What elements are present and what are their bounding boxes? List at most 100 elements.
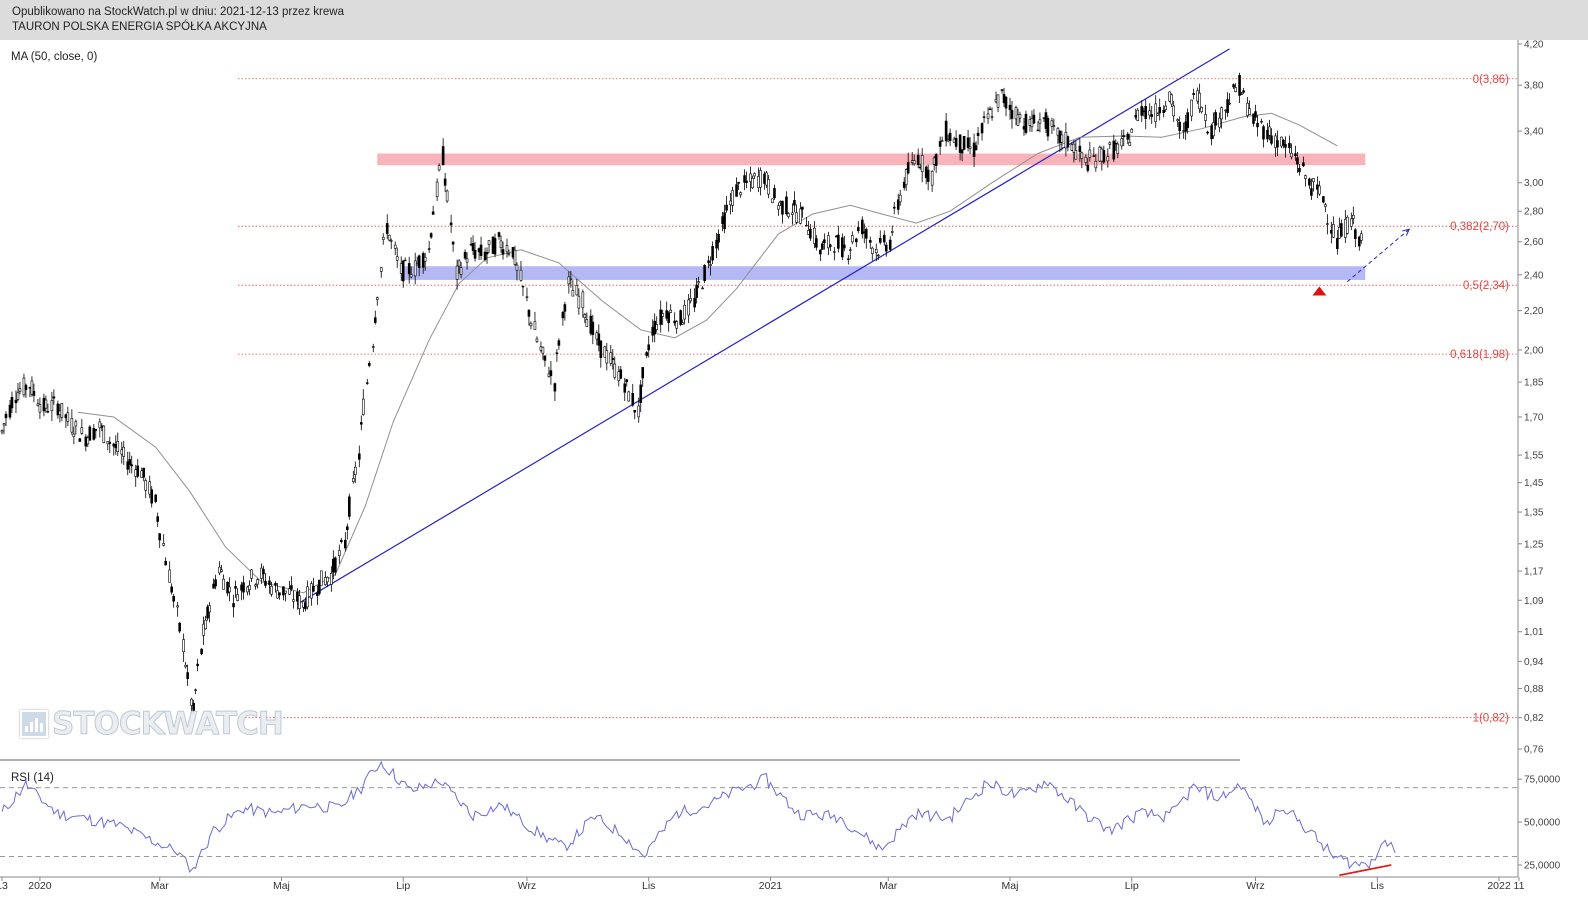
- candle-body: [290, 585, 293, 590]
- candle-body: [487, 240, 491, 245]
- y-tick-label: 1,01: [1524, 627, 1544, 638]
- candle-body: [785, 196, 788, 214]
- candle-body: [1072, 143, 1076, 153]
- candle-body: [1254, 111, 1257, 118]
- candle-body: [250, 569, 253, 579]
- candle-body: [1164, 105, 1167, 110]
- candle-body: [158, 533, 161, 541]
- y-tick-label: 1,25: [1524, 539, 1544, 550]
- rsi-tick-label: 50,0000: [1524, 818, 1561, 829]
- rsi-indicator-label: RSI (14): [11, 772, 54, 784]
- candle-body: [200, 648, 203, 655]
- candle-body: [906, 162, 910, 174]
- candle-body: [206, 606, 209, 619]
- candle-body: [627, 391, 631, 402]
- candle-body: [513, 249, 517, 265]
- candle-body: [1038, 119, 1042, 124]
- candle-body: [1212, 122, 1215, 137]
- candle-body: [1150, 114, 1154, 117]
- candle-body: [515, 264, 519, 271]
- trendline: [297, 48, 1230, 605]
- candle-body: [326, 576, 329, 583]
- candle-body: [577, 295, 581, 309]
- candle-body: [938, 141, 942, 147]
- candle-body: [320, 570, 323, 586]
- y-tick-label: 2,80: [1524, 207, 1544, 218]
- candle-body: [92, 427, 96, 440]
- candle-body: [507, 253, 511, 255]
- candle-body: [154, 494, 157, 502]
- x-tick-label: Mar: [879, 880, 898, 892]
- candle-body: [437, 165, 441, 171]
- chart-logo-icon: [20, 710, 48, 738]
- candle-body: [525, 296, 529, 298]
- candle-body: [44, 399, 48, 409]
- candle-body: [70, 418, 74, 433]
- candle-body: [1014, 106, 1018, 120]
- candle-body: [1270, 135, 1273, 144]
- candle-body: [455, 265, 459, 280]
- candle-body: [1086, 164, 1090, 171]
- candle-body: [56, 403, 60, 416]
- candle-body: [242, 582, 245, 593]
- candle-body: [1242, 90, 1245, 93]
- candle-body: [501, 249, 505, 255]
- candle-body: [1262, 126, 1265, 140]
- candle-body: [809, 228, 812, 239]
- y-tick-label: 3,00: [1524, 178, 1544, 189]
- y-tick-label: 1,85: [1524, 378, 1544, 389]
- candle-body: [723, 212, 726, 230]
- candle-body: [1084, 156, 1088, 163]
- candle-body: [505, 245, 509, 253]
- candle-body: [236, 594, 239, 601]
- candle-body: [1024, 113, 1028, 133]
- candle-body: [1080, 152, 1084, 159]
- candle-body: [1032, 114, 1036, 124]
- candle-body: [703, 264, 706, 282]
- candle-body: [731, 190, 734, 206]
- candle-body: [232, 603, 235, 608]
- candle-body: [631, 393, 635, 406]
- candle-body: [256, 579, 259, 585]
- candle-body: [50, 400, 54, 412]
- y-tick-label: 1,70: [1524, 412, 1544, 423]
- candle-body: [962, 136, 966, 150]
- candle-body: [262, 569, 265, 575]
- rsi-tick-label: 25,0000: [1524, 860, 1561, 871]
- candle-body: [353, 466, 357, 475]
- candle-body: [306, 586, 309, 608]
- candle-body: [884, 244, 888, 252]
- y-tick-label: 0,82: [1524, 713, 1544, 724]
- candle-body: [1004, 96, 1008, 109]
- candle-body: [32, 390, 36, 396]
- candle-body: [541, 346, 545, 354]
- candle-body: [1312, 178, 1315, 182]
- candle-body: [795, 212, 798, 223]
- candle-body: [793, 200, 796, 206]
- y-tick-label: 1,09: [1524, 596, 1544, 607]
- candle-body: [182, 639, 185, 653]
- candle-body: [1218, 117, 1221, 128]
- candle-body: [974, 145, 978, 151]
- x-tick-label: 2021: [759, 880, 783, 892]
- candle-body: [1360, 233, 1363, 241]
- candle-body: [184, 664, 187, 668]
- candle-body: [982, 116, 986, 118]
- candle-body: [1248, 108, 1251, 115]
- candle-body: [709, 264, 712, 266]
- candle-body: [1106, 156, 1110, 162]
- candle-body: [715, 239, 718, 249]
- candle-body: [827, 235, 830, 249]
- candle-body: [318, 579, 321, 594]
- candle-body: [254, 584, 257, 587]
- candle-body: [655, 324, 659, 330]
- candle-body: [407, 263, 411, 275]
- candle-body: [116, 441, 120, 452]
- y-tick-label: 2,40: [1524, 270, 1544, 281]
- candle-body: [445, 190, 449, 202]
- candle-body: [926, 169, 930, 182]
- candle-body: [529, 322, 533, 327]
- candle-body: [966, 137, 970, 148]
- candle-body: [1206, 131, 1209, 134]
